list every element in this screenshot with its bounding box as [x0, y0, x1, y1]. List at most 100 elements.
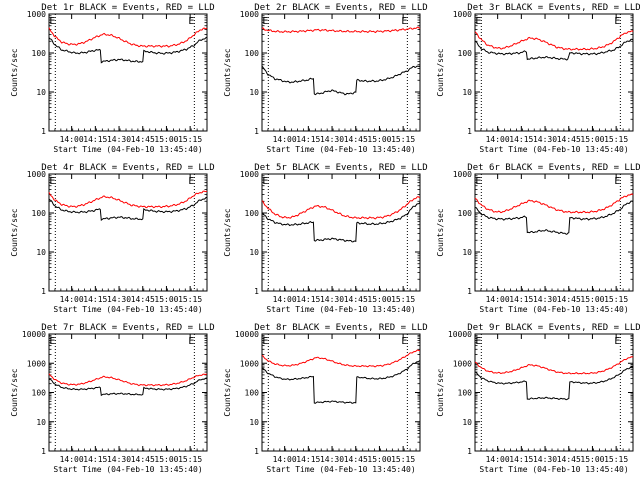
series-line-lld: [474, 193, 634, 214]
marker-label: E: [401, 336, 407, 347]
marker-label: E: [262, 16, 268, 27]
y-tick-label: 1000: [453, 170, 472, 179]
y-tick-label: 100: [458, 389, 473, 398]
x-tick-label: 14:15: [296, 455, 320, 464]
y-axis-label: Counts/sec: [223, 48, 232, 96]
series-line-lld: [48, 27, 208, 48]
y-axis-label: Counts/sec: [10, 48, 19, 96]
x-axis-label: Start Time (04-Feb-10 13:45:40): [479, 145, 628, 154]
marker-label: E: [401, 16, 407, 27]
marker-label: E: [49, 336, 55, 347]
x-tick-label: 14:00: [273, 135, 297, 144]
y-tick-label: 100: [458, 209, 473, 218]
y-tick-label: 1: [41, 127, 46, 136]
plot-frame: [474, 173, 634, 292]
chart-title: Det 6r BLACK = Events, RED = LLD: [467, 163, 640, 173]
x-tick-label: 14:30: [320, 295, 344, 304]
x-tick-label: 15:15: [391, 455, 415, 464]
y-tick-label: 1000: [27, 359, 46, 368]
x-tick-label: 14:00: [60, 135, 84, 144]
x-tick-label: 15:15: [604, 295, 628, 304]
plot-frame: [261, 13, 421, 132]
series-line-events: [474, 200, 634, 235]
chart-title: Det 1r BLACK = Events, RED = LLD: [41, 3, 214, 13]
x-tick-label: 14:30: [320, 135, 344, 144]
series-line-events: [48, 377, 208, 397]
chart-title: Det 2r BLACK = Events, RED = LLD: [254, 3, 427, 13]
series-line-lld: [261, 349, 421, 368]
chart-panel-5: Det 5r BLACK = Events, RED = LLD E E 1 10 100…: [223, 163, 428, 314]
y-tick-label: 100: [458, 49, 473, 58]
x-tick-label: 14:15: [296, 295, 320, 304]
x-tick-label: 14:45: [131, 135, 155, 144]
chart-panel-4: Det 4r BLACK = Events, RED = LLD E E 1 10 100…: [10, 163, 215, 314]
y-tick-label: 10: [462, 88, 472, 97]
x-tick-label: 15:00: [580, 135, 604, 144]
x-tick-label: 14:30: [107, 135, 131, 144]
plot-frame: [48, 173, 208, 292]
y-tick-label: 1: [467, 287, 472, 296]
x-tick-label: 15:15: [178, 295, 202, 304]
y-tick-label: 1: [41, 447, 46, 456]
x-tick-label: 14:00: [486, 135, 510, 144]
x-tick-label: 14:15: [83, 295, 107, 304]
chart-title: Det 8r BLACK = Events, RED = LLD: [254, 323, 427, 333]
x-axis-label: Start Time (04-Feb-10 13:45:40): [266, 465, 415, 474]
x-tick-label: 15:00: [154, 295, 178, 304]
marker-label: E: [262, 176, 268, 187]
y-tick-label: 100: [32, 49, 47, 58]
marker-label: E: [475, 16, 481, 27]
series-line-events: [48, 197, 207, 222]
x-tick-label: 14:00: [486, 455, 510, 464]
series-line-events: [261, 65, 421, 96]
chart-title: Det 4r BLACK = Events, RED = LLD: [41, 163, 214, 173]
x-tick-label: 15:00: [154, 135, 178, 144]
x-tick-label: 15:15: [604, 455, 628, 464]
marker-label: E: [188, 16, 194, 27]
x-tick-label: 15:00: [367, 135, 391, 144]
y-tick-label: 10: [249, 418, 259, 427]
x-tick-label: 15:15: [391, 295, 415, 304]
x-tick-label: 14:00: [60, 455, 84, 464]
y-tick-label: 10: [462, 248, 472, 257]
x-axis-label: Start Time (04-Feb-10 13:45:40): [479, 465, 628, 474]
plot-frame: [261, 333, 421, 452]
series-line-lld: [48, 190, 208, 209]
x-tick-label: 14:45: [131, 295, 155, 304]
x-tick-label: 15:00: [154, 455, 178, 464]
chart-panel-7: Det 7r BLACK = Events, RED = LLD E E 1 10 100…: [10, 323, 215, 474]
chart-title: Det 9r BLACK = Events, RED = LLD: [467, 323, 640, 333]
chart-panel-6: Det 6r BLACK = Events, RED = LLD E E 1 10 100…: [436, 163, 640, 314]
y-tick-label: 1: [41, 287, 46, 296]
x-tick-label: 14:00: [486, 295, 510, 304]
marker-label: E: [475, 176, 481, 187]
y-axis-label: Counts/sec: [223, 368, 232, 416]
y-tick-label: 1: [254, 287, 259, 296]
marker-label: E: [262, 336, 268, 347]
x-axis-label: Start Time (04-Feb-10 13:45:40): [53, 465, 202, 474]
x-tick-label: 15:00: [580, 455, 604, 464]
y-tick-label: 1000: [453, 359, 472, 368]
y-tick-label: 100: [245, 209, 260, 218]
x-tick-label: 14:00: [273, 455, 297, 464]
marker-label: E: [475, 336, 481, 347]
x-axis-label: Start Time (04-Feb-10 13:45:40): [53, 305, 202, 314]
plot-frame: [474, 333, 634, 452]
x-tick-label: 15:00: [367, 295, 391, 304]
x-tick-label: 15:15: [178, 455, 202, 464]
series-line-events: [474, 366, 634, 401]
y-tick-label: 1000: [453, 10, 472, 19]
y-tick-label: 10: [249, 248, 259, 257]
x-tick-label: 15:00: [367, 455, 391, 464]
x-tick-label: 14:00: [60, 295, 84, 304]
x-tick-label: 14:15: [509, 455, 533, 464]
chart-panel-2: Det 2r BLACK = Events, RED = LLD E E 1 10 100…: [223, 3, 428, 154]
chart-panel-9: Det 9r BLACK = Events, RED = LLD E E 1 10 100…: [436, 323, 640, 474]
x-tick-label: 15:15: [178, 135, 202, 144]
x-tick-label: 14:30: [533, 135, 557, 144]
x-tick-label: 14:45: [557, 455, 581, 464]
y-axis-label: Counts/sec: [10, 368, 19, 416]
y-tick-label: 1000: [240, 170, 259, 179]
y-axis-label: Counts/sec: [10, 208, 19, 256]
